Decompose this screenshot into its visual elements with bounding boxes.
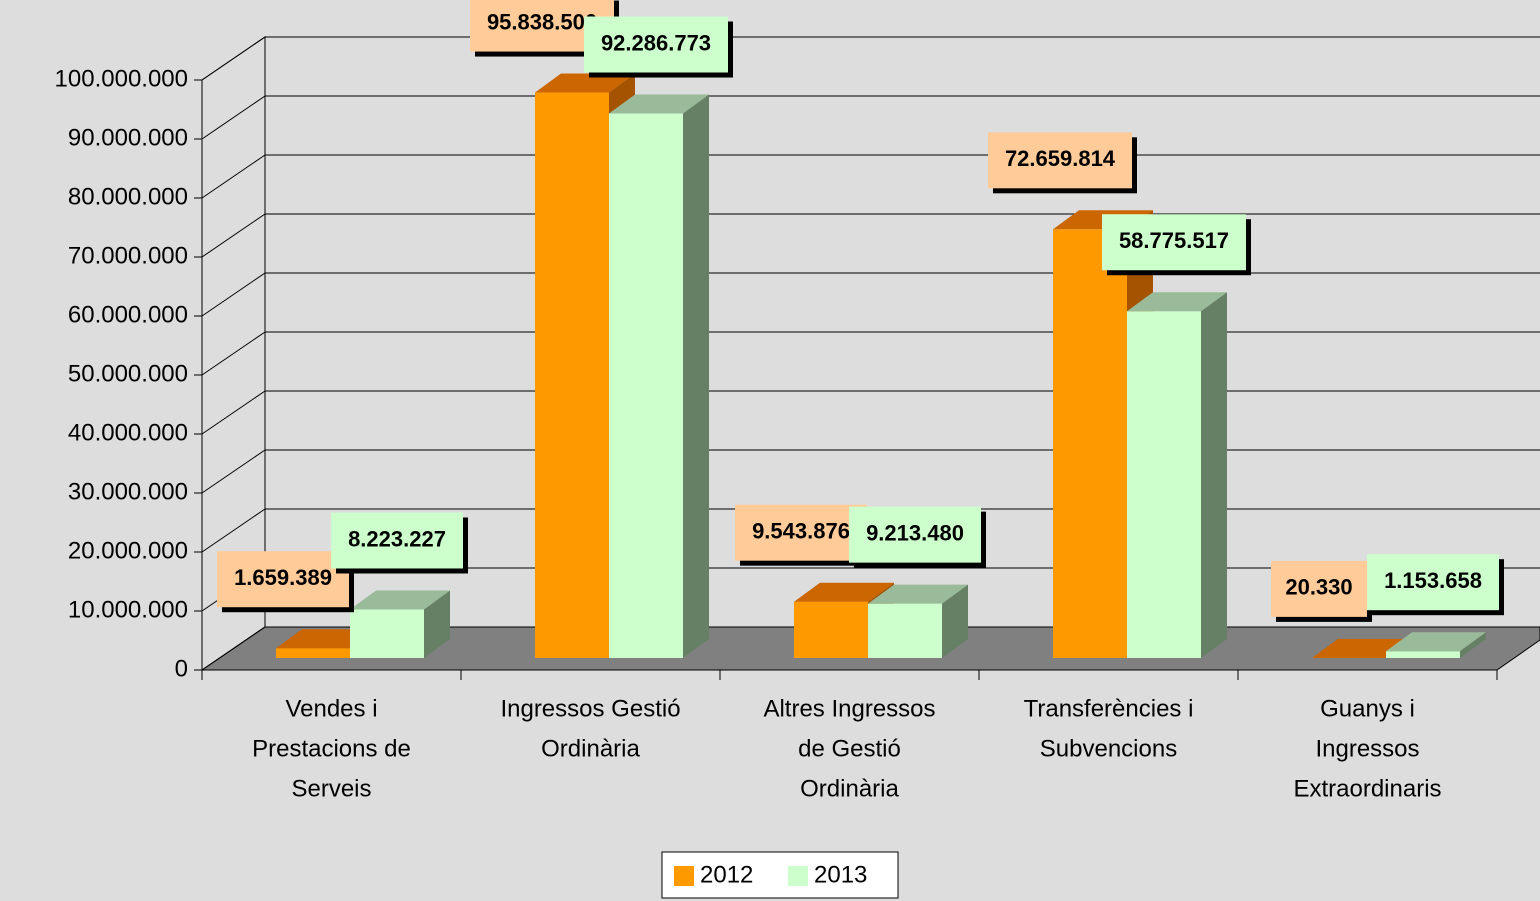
data-label: 92.286.773 — [601, 30, 711, 55]
grid-line — [201, 331, 266, 376]
bar-front — [276, 648, 350, 658]
grid-line — [201, 508, 266, 553]
y-tick-label: 100.000.000 — [55, 65, 188, 92]
x-tick-label: Subvencions — [1040, 735, 1177, 762]
grid-line — [201, 449, 266, 494]
grid-line — [201, 154, 266, 199]
data-label: 1.153.658 — [1384, 568, 1482, 593]
bar-side — [1201, 292, 1227, 658]
grid-line — [201, 213, 266, 258]
legend-box — [661, 851, 899, 899]
bar-top — [868, 584, 968, 604]
label-box — [217, 551, 349, 608]
x-tick-label: Vendes i — [285, 695, 377, 722]
y-tick-label: 40.000.000 — [68, 419, 188, 446]
bar-top — [350, 590, 450, 610]
x-tick-label: Prestacions de — [252, 735, 411, 762]
bar-side — [424, 590, 450, 658]
y-tick-label: 20.000.000 — [68, 537, 188, 564]
bar-top — [609, 94, 709, 114]
y-tick-label: 80.000.000 — [68, 183, 188, 210]
legend-label: 2012 — [700, 861, 753, 888]
bar-front — [609, 113, 683, 658]
bar-front — [1386, 651, 1460, 658]
grid-line — [201, 272, 266, 317]
grid-line — [201, 390, 266, 435]
grid-line — [201, 95, 266, 140]
bar-front — [1053, 229, 1127, 658]
bar-top — [535, 73, 635, 93]
x-tick-label: Serveis — [291, 775, 371, 802]
data-label: 95.838.506 — [487, 9, 597, 34]
bar-front — [868, 603, 942, 658]
y-tick-label: 0 — [175, 655, 188, 682]
x-tick-label: Ordinària — [541, 735, 640, 762]
y-tick-label: 90.000.000 — [68, 124, 188, 151]
grid-line — [201, 36, 266, 81]
x-tick-label: Altres Ingressos — [763, 695, 935, 722]
x-tick-label: Ingressos Gestió — [500, 695, 680, 722]
label-box — [1367, 554, 1499, 611]
data-label: 9.543.876 — [752, 519, 850, 544]
x-tick-label: de Gestió — [798, 735, 901, 762]
y-tick-label: 30.000.000 — [68, 478, 188, 505]
data-label: 8.223.227 — [348, 526, 446, 551]
y-tick-label: 60.000.000 — [68, 301, 188, 328]
y-tick-label: 70.000.000 — [68, 242, 188, 269]
bar-side — [942, 584, 968, 658]
bar-front — [794, 601, 868, 658]
bar-front — [535, 92, 609, 659]
label-box — [1271, 560, 1367, 617]
x-tick-label: Guanys i — [1320, 695, 1415, 722]
bar-side — [683, 94, 709, 658]
y-tick-label: 10.000.000 — [68, 596, 188, 623]
bar-front — [1127, 311, 1201, 658]
data-label: 72.659.814 — [1005, 146, 1116, 171]
legend-swatch — [788, 866, 808, 886]
label-box — [735, 504, 867, 561]
bar-front — [350, 609, 424, 658]
bar-top — [794, 582, 894, 602]
data-label: 20.330 — [1285, 575, 1352, 600]
x-tick-label: Ordinària — [800, 775, 899, 802]
data-label: 1.659.389 — [234, 565, 332, 590]
bar-side — [1460, 632, 1486, 658]
data-label: 9.213.480 — [866, 520, 964, 545]
bar-top — [1386, 632, 1486, 652]
x-tick-label: Transferències i — [1024, 695, 1194, 722]
label-box — [331, 512, 463, 569]
data-label: 58.775.517 — [1119, 228, 1229, 253]
grid-line — [201, 626, 266, 671]
legend-label: 2013 — [814, 861, 867, 888]
label-box — [584, 16, 728, 73]
label-box — [988, 132, 1132, 189]
label-box — [849, 506, 981, 563]
bar-top — [1127, 292, 1227, 312]
legend-swatch — [674, 866, 694, 886]
label-box — [1102, 214, 1246, 271]
y-tick-label: 50.000.000 — [68, 360, 188, 387]
x-tick-label: Extraordinaris — [1293, 775, 1441, 802]
x-tick-label: Ingressos — [1315, 735, 1419, 762]
